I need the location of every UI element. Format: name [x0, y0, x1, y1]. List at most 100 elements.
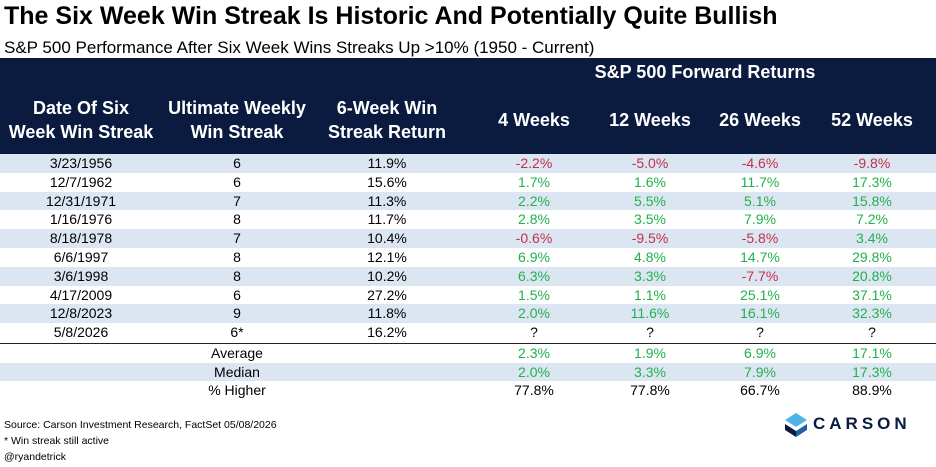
cell-date: 3/6/1998: [53, 267, 109, 284]
cell-w26: -5.8%: [741, 230, 779, 247]
header-return: 6-Week Win Streak Return: [312, 96, 462, 144]
cell-w12: 11.6%: [630, 305, 670, 322]
carson-logo: CARSON: [783, 412, 933, 438]
cell-ret: 10.2%: [367, 267, 407, 284]
header-date: Date Of Six Week Win Streak: [0, 96, 162, 144]
summary-row: % Higher 77.8% 77.8% 66.7% 88.9%: [0, 381, 936, 400]
cell-w12: 1.1%: [634, 286, 666, 303]
source-note: Source: Carson Investment Research, Fact…: [4, 419, 277, 431]
cell-w52: 20.8%: [852, 267, 892, 284]
cell-date: 8/18/1978: [49, 230, 113, 247]
header-date-line1: Date Of Six: [32, 98, 130, 118]
cell-date: 5/8/2026: [53, 324, 109, 341]
cell-date: 1/16/1976: [49, 211, 113, 228]
table-header: S&P 500 Forward Returns Date Of Six Week…: [0, 58, 936, 154]
summary-cell-w12: 3.3%: [634, 363, 666, 380]
cell-w52: 29.8%: [852, 248, 892, 265]
table-row: 12/8/2023 9 11.8% 2.0% 11.6% 16.1% 32.3%: [0, 304, 936, 324]
summary-cell-w52: 88.9%: [852, 382, 892, 399]
page-subtitle: S&P 500 Performance After Six Week Wins …: [4, 38, 595, 57]
cell-ult: 8: [233, 267, 241, 284]
cell-w26: 14.7%: [740, 248, 780, 265]
summary-cell-w26: 66.7%: [740, 382, 780, 399]
table-row: 8/18/1978 7 10.4% -0.6% -9.5% -5.8% 3.4%: [0, 229, 936, 248]
cell-ult: 6: [233, 155, 241, 171]
summary-rows: Average 2.3% 1.9% 6.9% 17.1% Median 2.0% 3.3% 7.…: [0, 344, 936, 400]
table-row: 12/7/1962 6 15.6% 1.7% 1.6% 11.7% 17.3%: [0, 173, 936, 192]
page-title: The Six Week Win Streak Is Historic And …: [4, 2, 778, 30]
cell-date: 4/17/2009: [49, 286, 113, 303]
cell-date: 3/23/1956: [49, 155, 113, 171]
cell-w52: 32.3%: [852, 305, 892, 322]
cell-w12: -9.5%: [631, 230, 669, 247]
header-ret-line1: 6-Week Win: [336, 98, 438, 118]
cell-ult: 8: [233, 211, 241, 228]
cell-w4: 6.9%: [518, 248, 550, 265]
cell-w4: -2.2%: [515, 155, 553, 171]
carson-logo-text: CARSON: [813, 414, 911, 433]
cell-w52: ?: [868, 324, 876, 341]
header-date-line2: Week Win Streak: [8, 122, 154, 142]
cell-w4: 2.8%: [518, 211, 550, 228]
cell-ret: 12.1%: [367, 248, 407, 265]
header-26-weeks: 26 Weeks: [719, 110, 801, 130]
cell-w52: 15.8%: [852, 192, 892, 209]
cell-date: 6/6/1997: [53, 248, 109, 265]
summary-divider: [0, 342, 936, 344]
cell-w26: 7.9%: [744, 211, 776, 228]
cell-w12: 3.3%: [634, 267, 666, 284]
cell-date: 12/31/1971: [45, 192, 117, 209]
summary-label: % Higher: [208, 382, 266, 399]
summary-label: Median: [214, 363, 260, 380]
cell-w4: 1.7%: [518, 173, 550, 190]
summary-cell-w12: 77.8%: [630, 382, 670, 399]
table-row: 5/8/2026 6* 16.2%????: [0, 323, 936, 342]
cell-ult: 7: [233, 192, 241, 209]
cell-w52: 7.2%: [856, 211, 888, 228]
header-ultimate: Ultimate Weekly Win Streak: [162, 96, 312, 144]
cell-ret: 11.7%: [367, 211, 407, 228]
summary-cell-w4: 2.3%: [518, 344, 550, 361]
cell-w12: 3.5%: [634, 211, 666, 228]
cell-w12: ?: [646, 324, 654, 341]
header-12-weeks: 12 Weeks: [609, 110, 691, 130]
cell-w52: 3.4%: [856, 230, 888, 247]
cell-w26: 5.1%: [744, 192, 776, 209]
cell-ult: 6: [233, 173, 241, 190]
summary-row: Median 2.0% 3.3% 7.9% 17.3%: [0, 362, 936, 382]
cell-w12: 5.5%: [634, 192, 666, 209]
cell-date: 12/8/2023: [49, 305, 113, 322]
cell-w26: -4.6%: [741, 155, 779, 171]
cell-w52: 17.3%: [852, 173, 892, 190]
header-ult-line2: Win Streak: [190, 122, 284, 142]
cell-ult: 7: [233, 230, 241, 247]
carson-logo-icon: [785, 413, 807, 437]
cell-w4: 2.2%: [518, 192, 550, 209]
cell-w52: -9.8%: [853, 155, 891, 171]
cell-ret: 11.9%: [367, 155, 407, 171]
header-ult-line1: Ultimate Weekly: [168, 98, 306, 118]
cell-ult: 8: [233, 248, 241, 265]
cell-w52: 37.1%: [852, 286, 892, 303]
footnote: * Win streak still active: [4, 435, 110, 447]
author-handle: @ryandetrick: [4, 451, 67, 463]
table-row: 4/17/2009 6 27.2% 1.5% 1.1% 25.1% 37.1%: [0, 286, 936, 305]
cell-w4: ?: [530, 324, 538, 341]
header-52-weeks: 52 Weeks: [831, 110, 913, 130]
cell-w4: -0.6%: [515, 230, 553, 247]
summary-label: Average: [211, 344, 263, 361]
cell-ret: 16.2%: [367, 324, 407, 341]
data-rows: 3/23/1956 6 11.9% -2.2% -5.0% -4.6% -9.8% 12/7/…: [0, 154, 936, 342]
cell-w4: 2.0%: [518, 305, 550, 322]
summary-cell-w26: 6.9%: [744, 344, 776, 361]
cell-ult: 9: [233, 305, 241, 322]
summary-cell-w4: 77.8%: [514, 382, 554, 399]
summary-cell-w52: 17.3%: [852, 363, 892, 380]
summary-cell-w4: 2.0%: [518, 363, 550, 380]
cell-w12: 1.6%: [634, 173, 666, 190]
cell-ult: 6: [233, 286, 241, 303]
summary-row: Average 2.3% 1.9% 6.9% 17.1%: [0, 344, 936, 363]
cell-w26: 11.7%: [740, 173, 780, 190]
cell-ult: 6*: [230, 324, 244, 341]
cell-ret: 27.2%: [367, 286, 407, 303]
